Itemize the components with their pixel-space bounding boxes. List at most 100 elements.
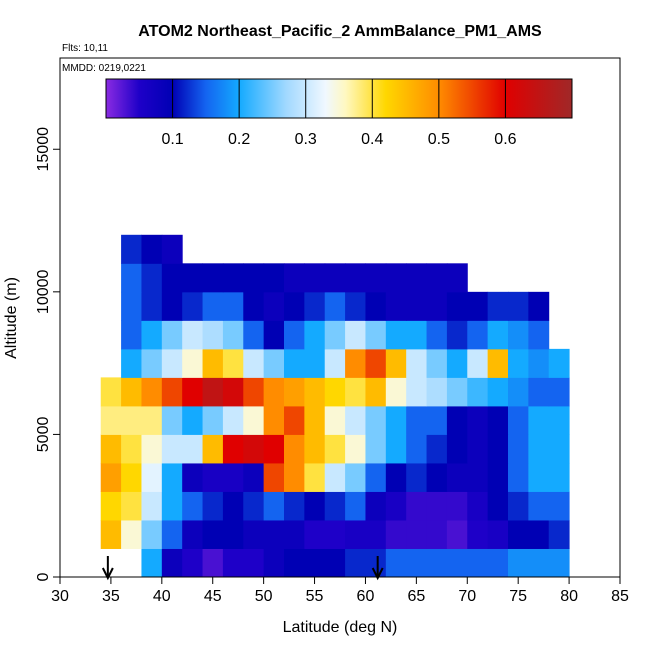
cell: [222, 519, 244, 549]
cell: [426, 434, 448, 464]
cell: [202, 377, 224, 407]
x-tick-label: 65: [407, 588, 425, 605]
colorbar-tick-label: 0.6: [494, 131, 516, 148]
cell: [324, 405, 346, 435]
cell: [385, 548, 407, 578]
cell: [528, 462, 550, 492]
cell: [284, 263, 305, 293]
cell: [141, 291, 163, 321]
cell: [426, 291, 448, 321]
cell: [121, 405, 142, 435]
cell: [304, 462, 326, 492]
arrow-head: [371, 567, 384, 581]
cell: [345, 462, 366, 492]
cell: [365, 405, 387, 435]
chart-title: ATOM2 Northeast_Pacific_2 AmmBalance_PM1…: [138, 23, 542, 40]
plot-frame: [59, 57, 621, 578]
cell: [284, 434, 305, 464]
cell: [182, 462, 204, 492]
cell: [528, 320, 550, 350]
cell: [243, 405, 265, 435]
cell: [202, 462, 224, 492]
x-tick-label: 35: [102, 588, 120, 605]
cell: [426, 263, 448, 293]
cell: [222, 434, 244, 464]
cell: [161, 234, 183, 264]
cell: [406, 548, 428, 578]
cell: [406, 405, 428, 435]
cell: [324, 348, 346, 378]
cell: [508, 548, 529, 578]
cell: [426, 491, 448, 521]
cell: [548, 377, 570, 407]
cell: [222, 491, 244, 521]
cell: [100, 462, 122, 492]
cell: [222, 291, 244, 321]
cell: [284, 548, 305, 578]
cell: [161, 491, 183, 521]
cell: [345, 491, 366, 521]
cell: [263, 519, 285, 549]
cell: [406, 377, 428, 407]
cell: [406, 491, 428, 521]
cell: [284, 405, 305, 435]
cell: [487, 377, 509, 407]
cell: [446, 377, 468, 407]
cell: [243, 491, 265, 521]
cell: [487, 291, 509, 321]
cell: [161, 291, 183, 321]
cell: [284, 491, 305, 521]
cell: [263, 462, 285, 492]
cell: [121, 291, 142, 321]
cell: [446, 405, 468, 435]
cell: [141, 491, 163, 521]
cell: [202, 405, 224, 435]
cell: [141, 519, 163, 549]
cell: [528, 348, 550, 378]
cell: [385, 405, 407, 435]
cell: [324, 491, 346, 521]
cell: [284, 320, 305, 350]
annotation: MMDD: 0219,0221: [62, 63, 146, 74]
x-tick-label: 75: [509, 588, 527, 605]
cell: [528, 291, 550, 321]
cell: [182, 519, 204, 549]
cell: [467, 548, 489, 578]
y-tick-label: 10000: [35, 269, 52, 314]
cell: [141, 548, 163, 578]
cell: [467, 434, 489, 464]
cell: [467, 377, 489, 407]
cell: [528, 548, 550, 578]
cell: [385, 519, 407, 549]
cell: [426, 548, 448, 578]
cell: [243, 263, 265, 293]
x-tick-label: 45: [204, 588, 222, 605]
cell: [121, 519, 142, 549]
cell: [446, 462, 468, 492]
cell: [324, 519, 346, 549]
y-tick-label: 0: [35, 572, 52, 581]
cell: [385, 348, 407, 378]
cell: [284, 377, 305, 407]
cell: [406, 291, 428, 321]
cell: [548, 491, 570, 521]
cell: [406, 434, 428, 464]
cell: [426, 462, 448, 492]
cell: [467, 462, 489, 492]
cell: [100, 377, 122, 407]
cell: [121, 234, 142, 264]
cell: [385, 291, 407, 321]
cell: [263, 491, 285, 521]
cell: [446, 348, 468, 378]
cell: [365, 491, 387, 521]
x-tick-label: 50: [255, 588, 273, 605]
cell: [202, 263, 224, 293]
cell: [222, 348, 244, 378]
cell: [263, 434, 285, 464]
cell: [304, 291, 326, 321]
x-tick-label: 30: [51, 588, 69, 605]
x-tick-label: 55: [306, 588, 324, 605]
cell: [345, 434, 366, 464]
cell: [161, 405, 183, 435]
